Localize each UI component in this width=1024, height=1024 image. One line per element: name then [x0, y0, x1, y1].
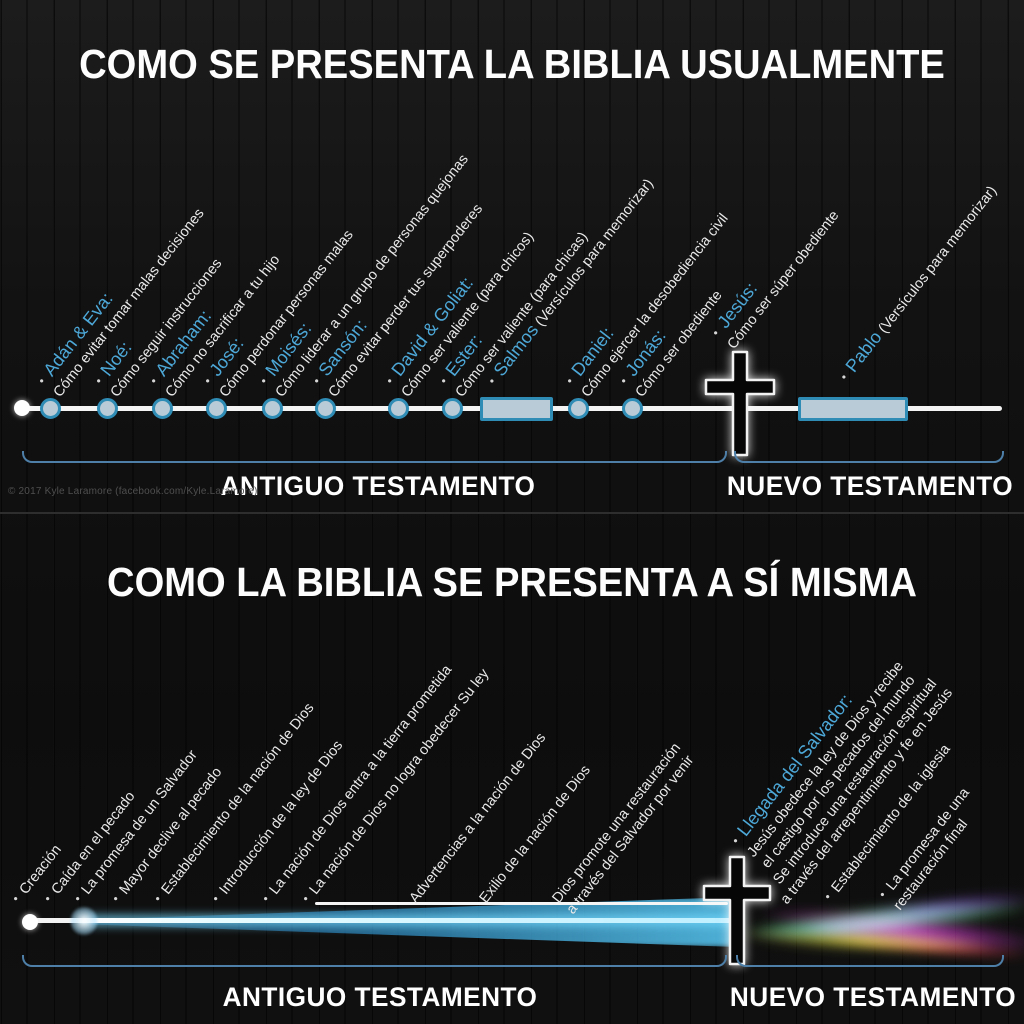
old-testament-label-top: ANTIGUO TESTAMENTO: [220, 471, 536, 501]
beam-core: [80, 918, 736, 923]
timeline-line-bottom: [315, 902, 728, 905]
milestone-dot: [441, 398, 463, 419]
bullet-dot: •: [258, 892, 273, 905]
rainbow-wave-cyan: [744, 915, 926, 941]
bullet-dot: •: [309, 374, 324, 387]
bullet-dot: •: [837, 370, 851, 383]
bullet-dot: •: [208, 892, 223, 905]
milestone-dot: [39, 398, 61, 419]
milestone-rect: [798, 397, 908, 421]
bullet-dot: •: [108, 892, 123, 905]
milestone-dot: [621, 398, 643, 419]
rainbow-wave-yellow: [734, 921, 996, 959]
label-desc: •La nación de Dios no logra obedecer Su …: [298, 666, 493, 905]
bullet-dot: •: [728, 834, 743, 847]
bullet-dot: •: [298, 892, 313, 905]
bullet-dot: •: [150, 892, 165, 905]
milestone-dot: [261, 398, 283, 419]
milestone-dot: [151, 398, 173, 419]
bullet-dot: •: [91, 374, 106, 387]
label-desc: Cómo ser súper obediente: [724, 207, 843, 353]
bullet-dot: •: [708, 326, 723, 339]
bullet-dot: •: [256, 374, 271, 387]
bullet-dot: •: [762, 882, 777, 895]
new-testament-label-bottom: NUEVO TESTAMENTO: [729, 982, 1017, 1012]
old-testament-bracket-top: [22, 451, 727, 463]
milestone-dot: [96, 398, 118, 419]
label-desc: Dios promote una restauración: [549, 740, 685, 907]
beam-halo: [78, 897, 736, 947]
bullet-dot: •: [146, 374, 161, 387]
new-testament-bracket-bottom: [736, 955, 1004, 967]
timeline-start-dot-bottom: [22, 914, 38, 930]
panel-self-presentation: COMO LA BIBLIA SE PRESENTA A SÍ MISMA •C…: [0, 512, 1024, 1024]
bullet-dot: •: [382, 374, 397, 387]
bullet-dot: •: [616, 374, 631, 387]
panel-usual-presentation: COMO SE PRESENTA LA BIBLIA USUALMENTE • A…: [8, 41, 1014, 501]
bullet-dot: •: [875, 888, 890, 901]
old-testament-label-bottom: ANTIGUO TESTAMENTO: [222, 982, 538, 1012]
panel-bottom-title: COMO LA BIBLIA SE PRESENTA A SÍ MISMA: [107, 559, 917, 606]
bullet-dot: •: [436, 374, 451, 387]
label-desc: (Versículos para memorizar): [875, 183, 1001, 337]
bullet-dot: •: [70, 892, 85, 905]
milestone-dot: [567, 398, 589, 419]
beam-flare: [70, 906, 98, 936]
bullet-dot: •: [200, 374, 215, 387]
bullet-dot: •: [820, 890, 835, 903]
panel-top-title: COMO SE PRESENTA LA BIBLIA USUALMENTE: [79, 41, 945, 88]
copyright-credit: © 2017 Kyle Laramore (facebook.com/Kyle.…: [8, 486, 258, 497]
rainbow-wave-magenta: [757, 898, 1024, 962]
milestone-rect: [480, 397, 553, 421]
new-testament-label-top: NUEVO TESTAMENTO: [726, 471, 1014, 501]
bullet-dot: •: [485, 374, 499, 387]
new-testament-bracket-top: [734, 451, 1004, 463]
milestone-dot: [314, 398, 336, 419]
milestone-dot: [205, 398, 227, 419]
timeline-start-dot-top: [14, 400, 30, 416]
bullet-dot: •: [40, 892, 55, 905]
old-testament-bracket-bottom: [22, 955, 727, 967]
beam-stub: [30, 918, 85, 923]
label-name: Pablo: [841, 327, 886, 376]
milestone-dot: [387, 398, 409, 419]
bullet-dot: •: [8, 892, 23, 905]
bullet-dot: •: [34, 374, 49, 387]
bullet-dot: •: [562, 374, 577, 387]
